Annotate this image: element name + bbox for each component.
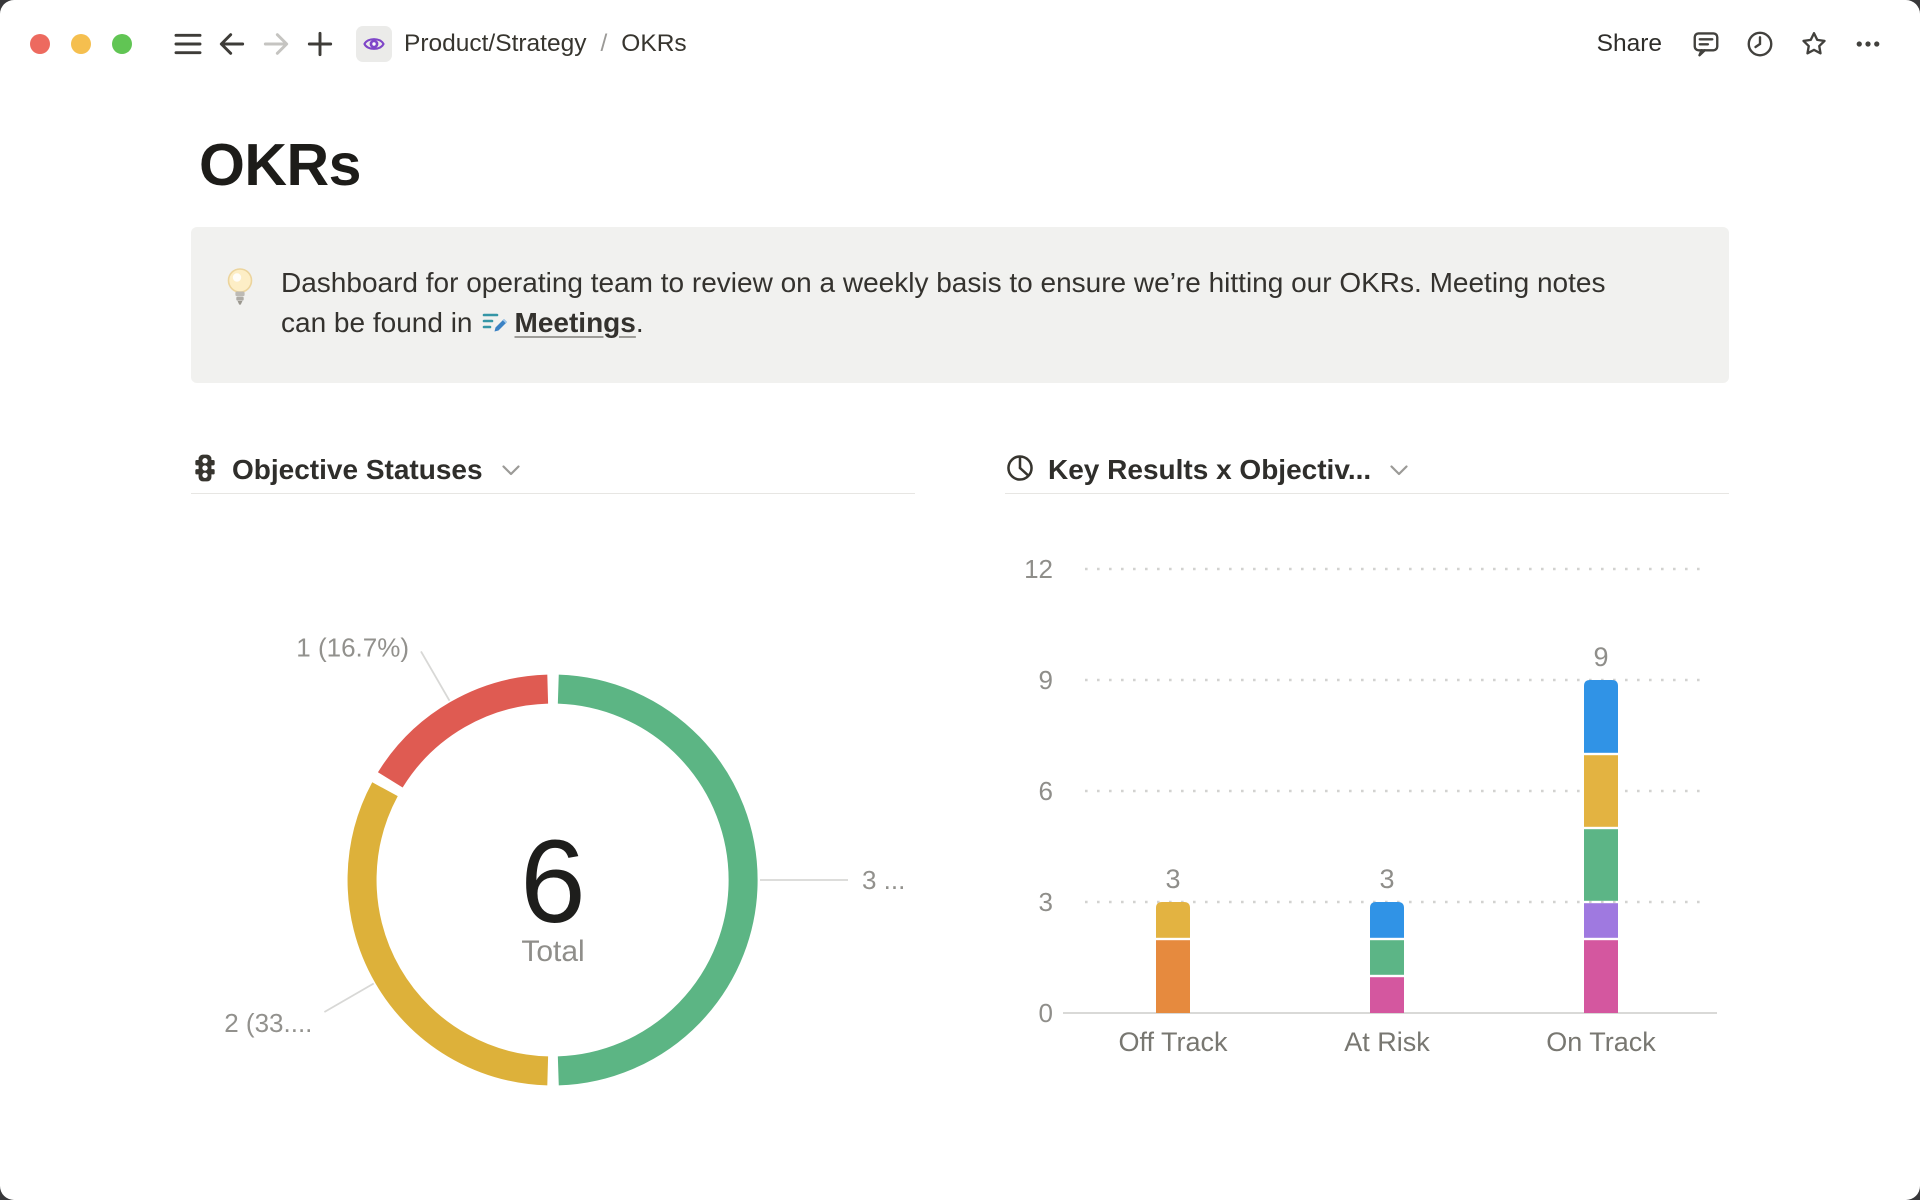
bar-segment[interactable] xyxy=(1584,903,1618,938)
back-arrow-icon xyxy=(216,28,248,60)
bar-segment[interactable] xyxy=(1370,902,1404,938)
clock-icon xyxy=(1745,29,1775,59)
new-page-button[interactable] xyxy=(298,22,342,66)
callout: Dashboard for operating team to review o… xyxy=(191,227,1729,383)
close-window-button[interactable] xyxy=(30,34,50,54)
back-button[interactable] xyxy=(210,22,254,66)
zoom-window-button[interactable] xyxy=(112,34,132,54)
bar-chart-body: 0 3 6 9 12 3 Off Track 3 At Risk 9 On Track xyxy=(1005,494,1729,1082)
y-tick-label: 6 xyxy=(1039,776,1053,806)
titlebar-actions: Share xyxy=(1585,22,1890,66)
y-tick-label: 12 xyxy=(1024,554,1053,584)
window-controls xyxy=(30,34,132,54)
page-title: OKRs xyxy=(199,132,361,198)
window-titlebar: Product/Strategy / OKRs Share xyxy=(0,0,1920,88)
y-tick-label: 0 xyxy=(1039,998,1053,1028)
breadcrumb-parent[interactable]: Product/Strategy xyxy=(404,30,587,57)
page-eye-icon xyxy=(356,26,392,62)
donut-center-label: Total xyxy=(521,935,584,968)
star-icon xyxy=(1799,29,1829,59)
favorite-button[interactable] xyxy=(1792,22,1836,66)
donut-slice-1[interactable] xyxy=(347,782,549,1086)
comments-button[interactable] xyxy=(1684,22,1728,66)
forward-button[interactable] xyxy=(254,22,298,66)
comment-bubble-icon xyxy=(1691,29,1721,59)
hamburger-menu-icon xyxy=(172,28,204,60)
sidebar-toggle-button[interactable] xyxy=(166,22,210,66)
minimize-window-button[interactable] xyxy=(71,34,91,54)
donut-slice-2[interactable] xyxy=(377,674,549,788)
traffic-light-icon xyxy=(191,453,219,488)
callout-text-suffix: . xyxy=(635,307,644,338)
bar-segment[interactable] xyxy=(1370,977,1404,1013)
chart-title: Key Results x Objectiv... xyxy=(1048,454,1372,485)
bar-segment[interactable] xyxy=(1584,940,1618,1013)
breadcrumb: Product/Strategy / OKRs xyxy=(356,26,687,62)
pie-chart-icon xyxy=(1005,453,1035,488)
callout-text: Dashboard for operating team to review o… xyxy=(281,263,1641,347)
bar-segment[interactable] xyxy=(1370,940,1404,975)
bar-at-risk xyxy=(1370,902,1404,1013)
breadcrumb-separator: / xyxy=(600,30,608,57)
bar-off-track xyxy=(1156,902,1190,1013)
donut-label-leader xyxy=(420,650,451,702)
bar-segment[interactable] xyxy=(1584,755,1618,827)
lightbulb-icon xyxy=(223,263,261,347)
donut-slice-0[interactable] xyxy=(557,674,758,1086)
donut-chart-body: 3 ... 2 (33.... 1 (16.7%) 6 Total xyxy=(191,494,915,1146)
objective-statuses-header[interactable]: Objective Statuses xyxy=(191,447,915,494)
x-category-label: Off Track xyxy=(1118,1027,1228,1057)
key-results-header[interactable]: Key Results x Objectiv... xyxy=(1005,447,1729,494)
x-category-label: At Risk xyxy=(1344,1027,1430,1057)
chevron-down-icon xyxy=(501,463,520,481)
bar-value-label: 3 xyxy=(1379,864,1394,894)
charts-row: Objective Statuses 3 ... 2 (33.... 1 (16.7… xyxy=(191,447,1729,1146)
bar-value-label: 3 xyxy=(1165,864,1180,894)
donut-slice-label: 3 ... xyxy=(862,865,905,895)
page-content: OKRs Dashboard for operating team to rev… xyxy=(0,130,1920,1146)
bar-segment[interactable] xyxy=(1584,680,1618,753)
ellipsis-icon xyxy=(1853,29,1883,59)
plus-icon xyxy=(304,28,336,60)
y-tick-label: 3 xyxy=(1039,887,1053,917)
key-results-chart: Key Results x Objectiv... 0 3 6 9 12 3 Off Tra… xyxy=(1005,447,1729,1146)
callout-text-main: Dashboard for operating team to review o… xyxy=(281,267,1606,338)
bar-chart-canvas: 0 3 6 9 12 3 Off Track 3 At Risk 9 On Track xyxy=(1024,554,1717,1057)
bar-value-label: 9 xyxy=(1593,642,1608,672)
chart-title: Objective Statuses xyxy=(232,454,483,485)
meetings-link[interactable]: Meetings xyxy=(514,307,636,338)
bar-segment[interactable] xyxy=(1156,902,1190,938)
updates-button[interactable] xyxy=(1738,22,1782,66)
meetings-database-icon xyxy=(481,307,509,347)
chevron-down-icon xyxy=(1390,463,1408,481)
donut-slice-label: 2 (33.... xyxy=(224,1008,312,1038)
share-button[interactable]: Share xyxy=(1585,24,1674,64)
x-category-label: On Track xyxy=(1546,1027,1656,1057)
breadcrumb-current[interactable]: OKRs xyxy=(621,30,687,57)
more-options-button[interactable] xyxy=(1846,22,1890,66)
donut-slice-label: 1 (16.7%) xyxy=(296,632,409,662)
donut-label-leader xyxy=(323,982,375,1013)
forward-arrow-icon xyxy=(260,28,292,60)
donut-center-value: 6 xyxy=(520,816,586,948)
objective-statuses-chart: Objective Statuses 3 ... 2 (33.... 1 (16.7… xyxy=(191,447,915,1146)
bar-segment[interactable] xyxy=(1156,940,1190,1013)
y-tick-label: 9 xyxy=(1039,665,1053,695)
bar-on-track xyxy=(1584,680,1618,1013)
bar-segment[interactable] xyxy=(1584,829,1618,901)
